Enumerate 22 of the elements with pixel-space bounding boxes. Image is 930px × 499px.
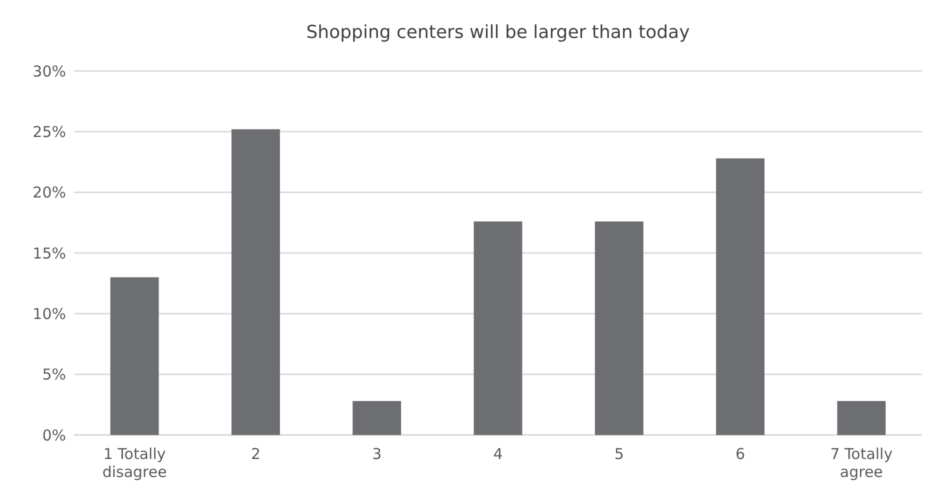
y-tick-label: 0% bbox=[42, 426, 66, 444]
y-tick-label: 5% bbox=[42, 366, 66, 384]
y-tick-label: 25% bbox=[32, 122, 66, 141]
x-tick-label: 4 bbox=[493, 445, 503, 463]
y-tick-label: 15% bbox=[32, 244, 66, 262]
y-tick-label: 20% bbox=[32, 184, 66, 202]
x-tick-label: 2 bbox=[250, 445, 260, 463]
y-tick-label: 10% bbox=[32, 304, 66, 323]
x-tick-label: 7 Totally agree bbox=[830, 445, 893, 481]
bar bbox=[352, 401, 402, 435]
bar bbox=[231, 129, 280, 435]
y-tick-label: 30% bbox=[32, 62, 66, 80]
x-tick-label: 6 bbox=[736, 445, 746, 463]
bar bbox=[837, 401, 886, 435]
bar bbox=[110, 277, 159, 435]
chart-title: Shopping centers will be larger than today bbox=[306, 22, 690, 43]
x-tick-label: 3 bbox=[372, 445, 382, 463]
bar bbox=[716, 158, 765, 435]
x-tick-label: 5 bbox=[614, 445, 624, 463]
bar bbox=[594, 221, 644, 435]
bar bbox=[474, 221, 522, 435]
x-tick-label: 1 Totally disagree bbox=[102, 445, 167, 481]
